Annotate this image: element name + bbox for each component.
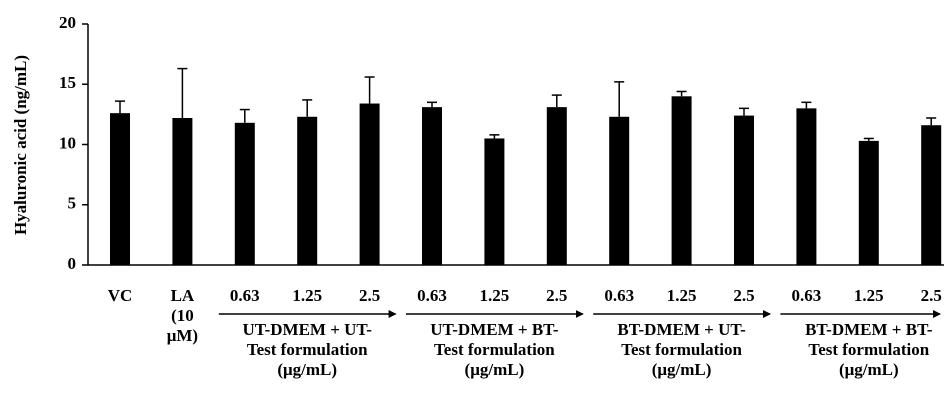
x-tick-label-line: 2.5 [733,286,754,305]
x-tick-label-line: 0.63 [417,286,447,305]
bar [422,107,442,266]
group-label: BT-DMEM + UT-Test formulation (μg/mL) [617,320,746,379]
bar [609,116,630,265]
x-tick-label: 0.63 [417,286,447,305]
x-tick-label-line: 2.5 [359,286,380,305]
group-label-line: Test formulation [808,340,929,359]
x-tick-label: 1.25 [480,286,510,305]
group-label-line: Test formulation [247,340,368,359]
x-tick-label: 2.5 [546,286,567,305]
group-label-line: UT-DMEM + UT- [243,320,373,339]
x-tick-label-line: 2.5 [921,286,942,305]
y-tick-label: 5 [68,194,77,213]
x-tick-label-line: 1.25 [854,286,884,305]
group-label: UT-DMEM + BT-Test formulation (μg/mL) [430,320,559,379]
x-tick-label-line: 1.25 [480,286,510,305]
bar [858,140,879,265]
x-tick-label-line: 1.25 [292,286,322,305]
bar [110,113,130,265]
group-label-line: BT-DMEM + UT- [617,320,746,339]
group-label-line: (μg/mL) [277,360,337,379]
bar [359,103,380,265]
group-label-line: (μg/mL) [652,360,712,379]
x-tick-label-line: 0.63 [604,286,634,305]
bar [484,138,505,265]
x-tick-label: LA (10 μM) [167,286,198,345]
bar [234,122,255,265]
group-label: UT-DMEM + UT-Test formulation (μg/mL) [243,320,373,379]
bar [796,108,817,265]
y-tick-label: 20 [59,13,76,32]
group-label: BT-DMEM + BT-Test formulation (μg/mL) [805,320,933,379]
bar [546,107,567,266]
bar [297,116,318,265]
y-tick-label: 15 [59,73,76,92]
x-tick-label-line: μM) [167,326,198,345]
x-tick-label-line: 0.63 [230,286,260,305]
x-tick-label-line: LA [171,286,195,305]
x-tick-label-line: 1.25 [667,286,697,305]
group-label-line: Test formulation [621,340,742,359]
x-tick-label: 0.63 [792,286,822,305]
bar [172,117,193,266]
y-tick-label: 0 [68,254,77,273]
bar [921,125,942,265]
x-tick-label: 1.25 [667,286,697,305]
x-tick-label-line: (10 [171,306,194,325]
x-tick-label: 2.5 [359,286,380,305]
x-tick-label: 0.63 [604,286,634,305]
group-label-line: UT-DMEM + BT- [430,320,559,339]
x-tick-label: 1.25 [854,286,884,305]
y-tick-label: 10 [59,133,76,152]
x-tick-label: 2.5 [733,286,754,305]
x-tick-label: 2.5 [921,286,942,305]
x-tick-label-line: 2.5 [546,286,567,305]
x-tick-label: 1.25 [292,286,322,305]
y-axis-label: Hyaluronic acid (ng/mL) [11,55,30,235]
group-label-line: (μg/mL) [839,360,899,379]
group-label-line: BT-DMEM + BT- [805,320,933,339]
group-label-line: Test formulation [434,340,555,359]
bar [671,96,692,265]
x-tick-label-line: VC [108,286,133,305]
group-label-line: (μg/mL) [465,360,525,379]
bar [734,115,754,265]
x-tick-label: 0.63 [230,286,260,305]
x-tick-label: VC [108,286,133,305]
x-tick-label-line: 0.63 [792,286,822,305]
